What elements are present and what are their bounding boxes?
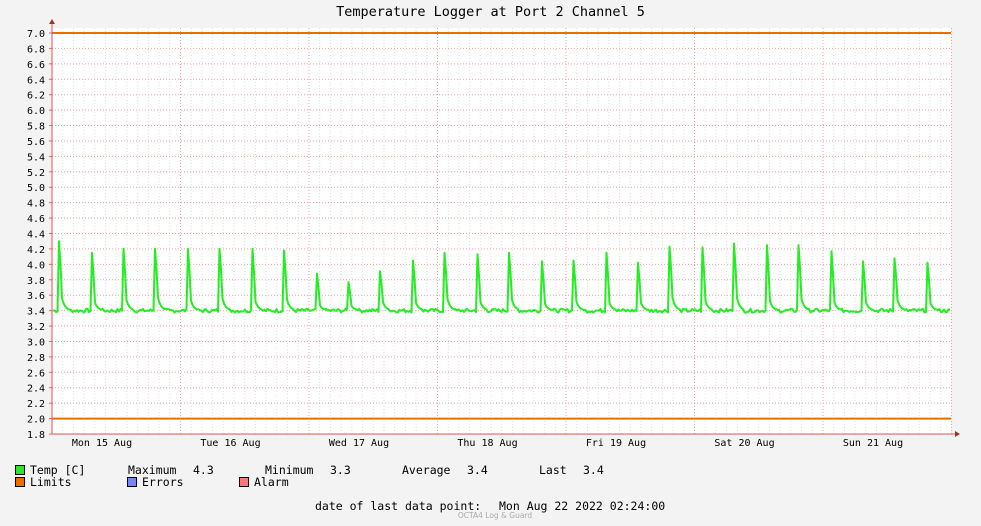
y-tick-label: 4.4: [27, 230, 45, 241]
y-tick-label: 5.4: [27, 152, 45, 163]
last-point-value: Mon Aug 22 2022 02:24:00: [499, 499, 666, 513]
y-tick-label: 4.6: [27, 214, 45, 225]
x-tick-label: Fri 19 Aug: [586, 438, 646, 449]
x-tick-label: Sat 20 Aug: [714, 438, 774, 449]
x-axis-arrow: [955, 431, 960, 437]
last-point-label: date of last data point:: [315, 499, 482, 513]
alarm-swatch: [239, 477, 249, 487]
x-tick-label: Mon 15 Aug: [72, 438, 132, 449]
legend-minimum-value: 3.3: [330, 463, 351, 477]
y-tick-label: 3.2: [27, 322, 45, 333]
legend-minimum-label: Minimum: [265, 463, 314, 477]
y-tick-label: 4.8: [27, 199, 45, 210]
y-axis-arrow: [49, 19, 55, 24]
legend-last-label: Last: [539, 463, 567, 477]
x-tick-label: Thu 18 Aug: [457, 438, 517, 449]
y-tick-label: 4.2: [27, 245, 45, 256]
y-tick-label: 3.0: [27, 337, 45, 348]
y-tick-label: 2.6: [27, 368, 45, 379]
credit-watermark: OCTA4 Log & Guard: [457, 511, 533, 520]
y-tick-label: 3.4: [27, 307, 45, 318]
y-tick-label: 3.8: [27, 276, 45, 287]
y-tick-label: 2.8: [27, 353, 45, 364]
errors-swatch: [127, 477, 137, 487]
y-tick-label: 5.6: [27, 137, 45, 148]
x-tick-label: Wed 17 Aug: [329, 438, 389, 449]
legend-limits-label: Limits: [30, 475, 72, 489]
x-tick-label: Tue 16 Aug: [200, 438, 260, 449]
limits-swatch: [15, 477, 25, 487]
legend-average-value: 3.4: [467, 463, 488, 477]
y-tick-label: 2.2: [27, 399, 45, 410]
legend-errors-label: Errors: [142, 475, 184, 489]
chart-title: Temperature Logger at Port 2 Channel 5: [336, 4, 645, 20]
y-tick-label: 5.0: [27, 183, 45, 194]
x-tick-label: Sun 21 Aug: [843, 438, 903, 449]
y-tick-label: 6.8: [27, 44, 45, 55]
y-tick-label: 7.0: [27, 29, 45, 40]
y-tick-label: 6.0: [27, 106, 45, 117]
y-tick-label: 6.4: [27, 75, 45, 86]
plot-area: [52, 28, 951, 434]
legend-alarm-label: Alarm: [254, 475, 289, 489]
y-tick-label: 1.8: [27, 430, 45, 441]
y-tick-label: 6.2: [27, 91, 45, 102]
legend-maximum-label: Maximum: [128, 463, 177, 477]
y-tick-label: 2.0: [27, 415, 45, 426]
y-tick-label: 5.8: [27, 122, 45, 133]
legend-average-label: Average: [402, 463, 451, 477]
y-tick-label: 3.6: [27, 291, 45, 302]
y-tick-label: 2.4: [27, 384, 45, 395]
y-tick-label: 4.0: [27, 260, 45, 271]
legend-maximum-value: 4.3: [193, 463, 214, 477]
legend-temp-label: Temp [C]: [30, 463, 86, 477]
y-tick-label: 5.2: [27, 168, 45, 179]
legend-last-value: 3.4: [583, 463, 604, 477]
y-tick-label: 6.6: [27, 60, 45, 71]
temp-series-line: [52, 240, 951, 314]
temp-swatch: [15, 465, 25, 475]
